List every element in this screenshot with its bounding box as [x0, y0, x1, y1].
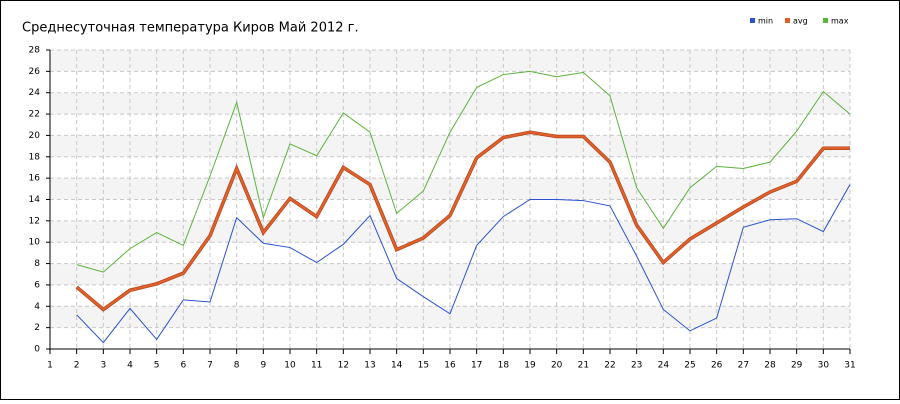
y-tick-label: 10	[29, 238, 41, 248]
x-tick-label: 6	[180, 361, 186, 371]
x-tick-label: 24	[658, 361, 670, 371]
band	[50, 135, 850, 157]
x-tick-label: 28	[764, 361, 776, 371]
legend-swatch	[750, 18, 755, 23]
x-tick-label: 9	[260, 361, 266, 371]
x-tick-label: 1	[47, 361, 53, 371]
y-tick-label: 16	[29, 174, 41, 184]
x-tick-label: 25	[684, 361, 695, 371]
x-tick-label: 19	[524, 361, 536, 371]
band	[50, 178, 850, 200]
series-line	[76, 70, 851, 273]
x-tick-label: 3	[100, 361, 106, 371]
x-tick-label: 12	[338, 361, 349, 371]
x-tick-label: 26	[711, 361, 723, 371]
y-tick-label: 6	[34, 280, 40, 290]
x-tick-label: 8	[234, 361, 240, 371]
legend-swatch	[785, 18, 790, 23]
x-tick-label: 27	[738, 361, 749, 371]
x-tick-label: 11	[311, 361, 322, 371]
legend-label: min	[758, 17, 773, 26]
legend-swatch	[823, 18, 828, 23]
y-tick-label: 26	[29, 67, 41, 77]
y-tick-label: 2	[34, 323, 40, 333]
y-tick-label: 4	[34, 302, 40, 312]
x-tick-label: 23	[631, 361, 642, 371]
x-tick-label: 10	[284, 361, 296, 371]
x-tick-label: 20	[551, 361, 563, 371]
series-line	[75, 131, 850, 311]
y-tick-label: 20	[29, 131, 41, 141]
x-tick-label: 21	[578, 361, 589, 371]
band	[50, 92, 850, 115]
x-tick-label: 5	[154, 361, 160, 371]
x-tick-label: 15	[418, 361, 429, 371]
x-tick-label: 14	[391, 361, 403, 371]
x-tick-label: 16	[444, 361, 456, 371]
x-tick-label: 7	[207, 361, 213, 371]
y-tick-label: 14	[29, 195, 41, 205]
chart-title: Среднесуточная температура Киров Май 201…	[22, 21, 359, 36]
band	[50, 220, 850, 243]
y-tick-label: 0	[34, 345, 40, 355]
x-tick-label: 30	[818, 361, 830, 371]
x-tick-label: 17	[471, 361, 482, 371]
x-tick-label: 2	[74, 361, 80, 371]
y-tick-label: 24	[29, 88, 41, 98]
series-line	[76, 184, 851, 344]
x-tick-label: 13	[364, 361, 375, 371]
legend-label: max	[831, 17, 849, 26]
y-tick-label: 8	[34, 259, 40, 269]
y-tick-label: 28	[29, 46, 41, 56]
x-tick-label: 22	[604, 361, 615, 371]
x-tick-label: 31	[844, 361, 855, 371]
legend-label: avg	[793, 17, 808, 26]
y-tick-label: 12	[29, 216, 40, 226]
y-tick-label: 18	[29, 152, 41, 162]
x-tick-label: 29	[791, 361, 803, 371]
x-tick-label: 18	[498, 361, 510, 371]
y-tick-label: 22	[29, 110, 40, 120]
x-tick-label: 4	[127, 361, 133, 371]
